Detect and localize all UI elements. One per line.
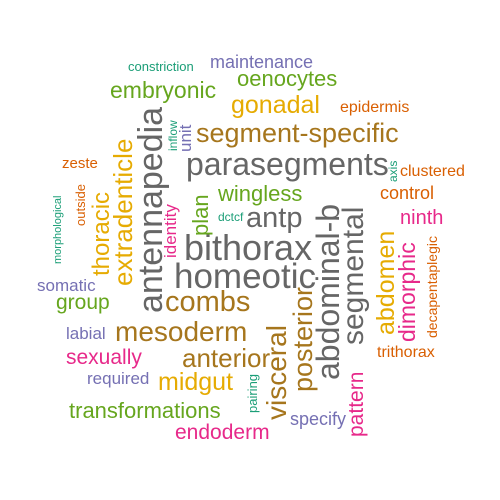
word-clustered: clustered: [400, 163, 465, 180]
word-pattern: pattern: [345, 371, 368, 437]
word-plan: plan: [188, 194, 213, 236]
word-epidermis: epidermis: [340, 99, 410, 116]
word-identity: identity: [161, 204, 180, 258]
word-pairing: pairing: [245, 373, 260, 413]
word-ninth: ninth: [400, 207, 444, 229]
word-embryonic: embryonic: [110, 77, 217, 103]
word-endoderm: endoderm: [175, 421, 270, 444]
word-somatic: somatic: [37, 276, 96, 295]
word-thoracic: thoracic: [88, 191, 115, 276]
word-dctcf: dctcf: [218, 210, 244, 224]
word-gonadal: gonadal: [231, 91, 320, 119]
word-segmental: segmental: [337, 206, 370, 345]
word-bithorax: bithorax: [184, 227, 313, 268]
word-control: control: [380, 183, 435, 203]
word-mesoderm: mesoderm: [115, 316, 248, 347]
word-zeste: zeste: [62, 155, 98, 172]
word-specify: specify: [290, 409, 347, 429]
word-group: group: [56, 291, 110, 314]
word-maintenance: maintenance: [210, 52, 314, 72]
word-constriction: constriction: [128, 59, 194, 74]
word-combs: combs: [165, 286, 251, 318]
word-axis: axis: [386, 160, 400, 182]
word-morphological: morphological: [52, 195, 64, 264]
word-trithorax: trithorax: [377, 344, 435, 361]
word-visceral: visceral: [261, 325, 292, 420]
word-transformations: transformations: [69, 398, 221, 423]
word-unit: unit: [176, 124, 195, 152]
word-wingless: wingless: [218, 181, 303, 206]
word-outside: outside: [73, 184, 88, 226]
word-midgut: midgut: [158, 368, 234, 396]
word-dimorphic: dimorphic: [394, 242, 420, 342]
word-homeotic: homeotic: [174, 257, 317, 296]
word-sexually: sexually: [66, 346, 142, 369]
word-required: required: [87, 369, 150, 388]
word-anterior: anterior: [182, 343, 271, 373]
word-segment-specific: segment-specific: [196, 118, 399, 148]
word-antp: antp: [246, 202, 303, 234]
word-oenocytes: oenocytes: [237, 66, 338, 91]
word-parasegments: parasegments: [186, 146, 389, 182]
word-posterior: posterior: [288, 286, 318, 392]
word-decapentaplegic: decapentaplegic: [424, 236, 440, 338]
word-labial: labial: [66, 324, 106, 343]
